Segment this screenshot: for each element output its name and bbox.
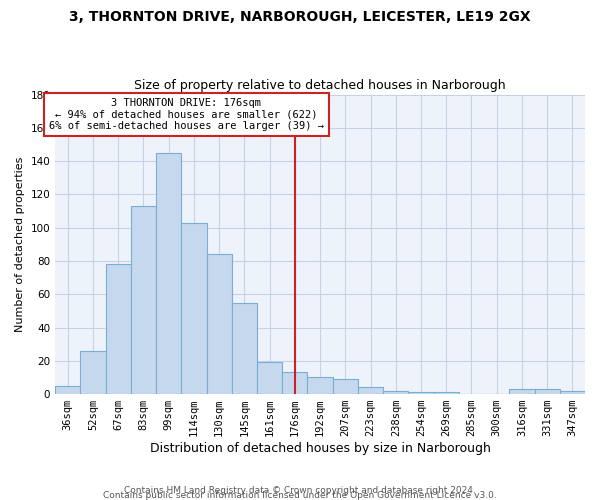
Text: 3, THORNTON DRIVE, NARBOROUGH, LEICESTER, LE19 2GX: 3, THORNTON DRIVE, NARBOROUGH, LEICESTER…: [69, 10, 531, 24]
Y-axis label: Number of detached properties: Number of detached properties: [15, 156, 25, 332]
Bar: [106, 264, 131, 394]
Bar: [80, 351, 106, 394]
Text: 3 THORNTON DRIVE: 176sqm
← 94% of detached houses are smaller (622)
6% of semi-d: 3 THORNTON DRIVE: 176sqm ← 94% of detach…: [49, 98, 324, 131]
Bar: [131, 206, 156, 394]
Bar: [535, 389, 560, 394]
Bar: [232, 302, 257, 394]
Bar: [509, 389, 535, 394]
Bar: [307, 378, 332, 394]
Bar: [560, 391, 585, 394]
X-axis label: Distribution of detached houses by size in Narborough: Distribution of detached houses by size …: [149, 442, 491, 455]
Bar: [206, 254, 232, 394]
Bar: [55, 386, 80, 394]
Bar: [434, 392, 459, 394]
Bar: [282, 372, 307, 394]
Bar: [409, 392, 434, 394]
Bar: [181, 222, 206, 394]
Bar: [156, 153, 181, 394]
Bar: [332, 379, 358, 394]
Bar: [358, 388, 383, 394]
Text: Contains public sector information licensed under the Open Government Licence v3: Contains public sector information licen…: [103, 491, 497, 500]
Text: Contains HM Land Registry data © Crown copyright and database right 2024.: Contains HM Land Registry data © Crown c…: [124, 486, 476, 495]
Title: Size of property relative to detached houses in Narborough: Size of property relative to detached ho…: [134, 79, 506, 92]
Bar: [257, 362, 282, 394]
Bar: [383, 391, 409, 394]
